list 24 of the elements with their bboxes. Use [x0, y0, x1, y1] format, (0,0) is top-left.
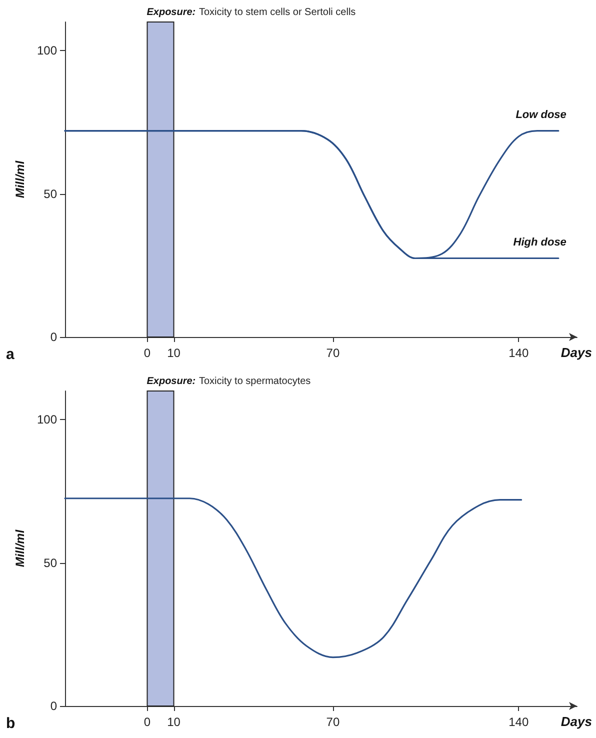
y-tick-label: 50 — [44, 186, 58, 201]
x-tick-label: 0 — [144, 715, 151, 729]
y-tick-label: 0 — [50, 330, 58, 344]
y-tick-label: 100 — [36, 44, 58, 58]
x-axis-title: Days — [560, 345, 592, 360]
series-label: Low dose — [516, 108, 566, 121]
band-label: Exposure: Toxicity to spermatocytes — [146, 376, 311, 387]
y-tick-label: 0 — [50, 699, 58, 713]
x-tick-label: 140 — [508, 346, 529, 360]
x-tick-label: 10 — [167, 346, 181, 360]
y-axis-title: Mill/ml — [13, 529, 28, 568]
text: a — [6, 346, 15, 363]
text: b — [6, 715, 16, 732]
x-tick-label: 140 — [508, 715, 529, 729]
x-tick-label: 0 — [144, 346, 151, 360]
y-tick-label: 50 — [44, 556, 58, 570]
x-tick-label: 70 — [326, 715, 340, 729]
x-tick-label: 70 — [326, 346, 340, 360]
x-axis-title: Days — [560, 714, 592, 729]
y-tick-label: 100 — [36, 412, 58, 427]
x-tick-label: 10 — [167, 715, 181, 729]
series-label: High dose — [513, 236, 566, 248]
band-label: Exposure: Toxicity to stem cells or Sertoli cells — [146, 7, 356, 18]
y-axis-title: Mill/ml — [13, 160, 28, 198]
